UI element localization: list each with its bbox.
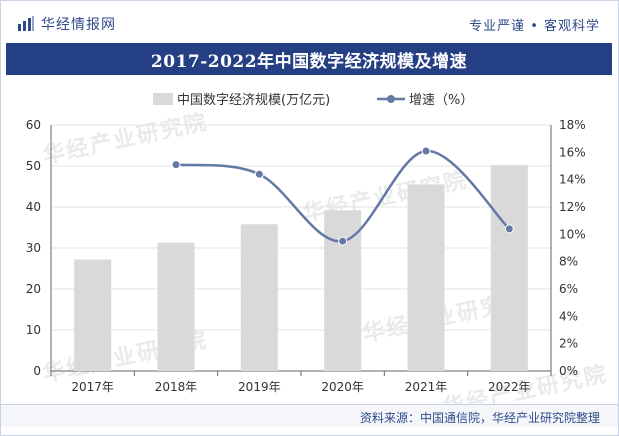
growth-point: [421, 146, 431, 156]
y-left-tick-label: 10: [26, 323, 41, 337]
top-bar: 华经情报网 专业严谨 • 客观科学: [1, 1, 618, 43]
x-tick-label: 2020年: [321, 380, 364, 394]
y-right-tick-label: 16%: [559, 145, 586, 159]
y-left-tick-label: 50: [26, 159, 41, 173]
x-tick-label: 2022年: [488, 380, 531, 394]
y-right-tick-label: 6%: [559, 282, 578, 296]
y-right-tick-label: 12%: [559, 200, 586, 214]
legend-line-label: 增速（%）: [409, 93, 473, 108]
bar: [240, 224, 278, 371]
y-right-tick-label: 2%: [559, 337, 578, 351]
bar: [74, 259, 112, 371]
y-right-tick-label: 10%: [559, 227, 586, 241]
y-left-tick-label: 60: [26, 118, 41, 132]
chart-title: 2017-2022年中国数字经济规模及增速: [150, 51, 468, 72]
y-right-tick-label: 4%: [559, 309, 578, 323]
x-tick-label: 2021年: [405, 380, 448, 394]
y-left-tick-label: 30: [26, 241, 41, 255]
x-tick-label: 2018年: [155, 380, 198, 394]
bar: [490, 165, 528, 371]
x-tick-label: 2019年: [238, 380, 281, 394]
y-left-tick-label: 40: [26, 200, 41, 214]
y-right-tick-label: 14%: [559, 173, 586, 187]
brand-name: 华经情报网: [41, 17, 116, 33]
y-right-tick-label: 0%: [559, 364, 578, 378]
footer: 资料来源：中国通信院，华经产业研究院整理: [1, 404, 618, 427]
slogan: 专业严谨 • 客观科学: [469, 19, 600, 34]
growth-point: [338, 236, 348, 246]
y-right-tick-label: 18%: [559, 118, 586, 132]
y-right-tick-label: 8%: [559, 255, 578, 269]
legend-bar-label: 中国数字经济规模(万亿元): [177, 93, 330, 108]
brand[interactable]: 华经情报网: [17, 14, 116, 34]
title-bar: 2017-2022年中国数字经济规模及增速: [6, 43, 612, 75]
chart: 0 10 20 30 40 50 60 0% 2% 4% 6% 8% 10% 12% 14% 16% 18% 20…: [26, 93, 586, 394]
y-left-tick-label: 0: [33, 364, 41, 378]
growth-point: [254, 169, 264, 179]
bar: [157, 242, 195, 371]
growth-point: [171, 160, 181, 170]
bar: [407, 184, 445, 371]
x-tick-label: 2017年: [71, 380, 114, 394]
legend-bar-swatch: [153, 93, 173, 105]
source-note: 资料来源：中国通信院，华经产业研究院整理: [359, 411, 600, 425]
y-left-tick-label: 20: [26, 282, 41, 296]
growth-point: [504, 224, 514, 234]
logo-icon: [18, 16, 34, 31]
legend-line-marker: [387, 95, 395, 103]
